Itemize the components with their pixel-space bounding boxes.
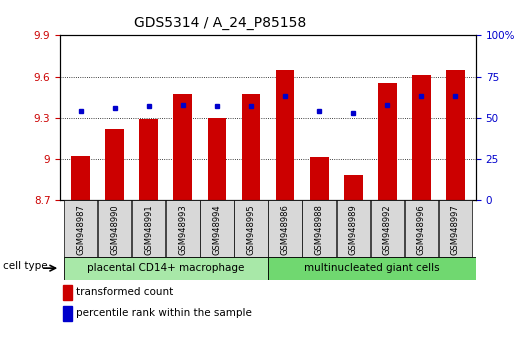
- FancyBboxPatch shape: [268, 200, 302, 257]
- FancyBboxPatch shape: [200, 200, 234, 257]
- Bar: [310, 158, 328, 200]
- Text: placental CD14+ macrophage: placental CD14+ macrophage: [87, 263, 244, 273]
- Text: percentile rank within the sample: percentile rank within the sample: [76, 308, 252, 318]
- Text: GSM948990: GSM948990: [110, 205, 119, 255]
- Text: GSM948995: GSM948995: [246, 205, 256, 255]
- Bar: [174, 95, 192, 200]
- Text: GSM948994: GSM948994: [212, 205, 221, 255]
- Text: GSM948992: GSM948992: [383, 205, 392, 255]
- Text: GSM948991: GSM948991: [144, 205, 153, 255]
- FancyBboxPatch shape: [371, 200, 404, 257]
- FancyBboxPatch shape: [302, 200, 336, 257]
- Text: GSM948988: GSM948988: [315, 205, 324, 256]
- FancyBboxPatch shape: [98, 200, 131, 257]
- Bar: [242, 95, 260, 200]
- FancyBboxPatch shape: [234, 200, 268, 257]
- Bar: [378, 84, 396, 200]
- Bar: [64, 257, 268, 280]
- Text: GSM948996: GSM948996: [417, 205, 426, 255]
- Bar: [344, 175, 362, 200]
- Bar: [63, 285, 72, 300]
- Text: GSM948993: GSM948993: [178, 205, 187, 255]
- Bar: [71, 156, 90, 200]
- Text: cell type: cell type: [3, 261, 48, 271]
- FancyBboxPatch shape: [405, 200, 438, 257]
- Bar: [268, 257, 476, 280]
- Text: GSM948986: GSM948986: [280, 205, 290, 256]
- Text: GDS5314 / A_24_P85158: GDS5314 / A_24_P85158: [133, 16, 306, 30]
- FancyBboxPatch shape: [166, 200, 200, 257]
- Bar: [208, 118, 226, 200]
- Bar: [276, 70, 294, 200]
- Bar: [412, 75, 431, 200]
- Bar: [105, 129, 124, 200]
- FancyBboxPatch shape: [64, 200, 97, 257]
- FancyBboxPatch shape: [132, 200, 165, 257]
- Bar: [63, 306, 72, 321]
- Text: GSM948987: GSM948987: [76, 205, 85, 256]
- Bar: [140, 119, 158, 200]
- Bar: [446, 70, 465, 200]
- FancyBboxPatch shape: [439, 200, 472, 257]
- Text: transformed count: transformed count: [76, 287, 174, 297]
- Text: GSM948997: GSM948997: [451, 205, 460, 255]
- Text: multinucleated giant cells: multinucleated giant cells: [304, 263, 440, 273]
- Text: GSM948989: GSM948989: [349, 205, 358, 255]
- FancyBboxPatch shape: [336, 200, 370, 257]
